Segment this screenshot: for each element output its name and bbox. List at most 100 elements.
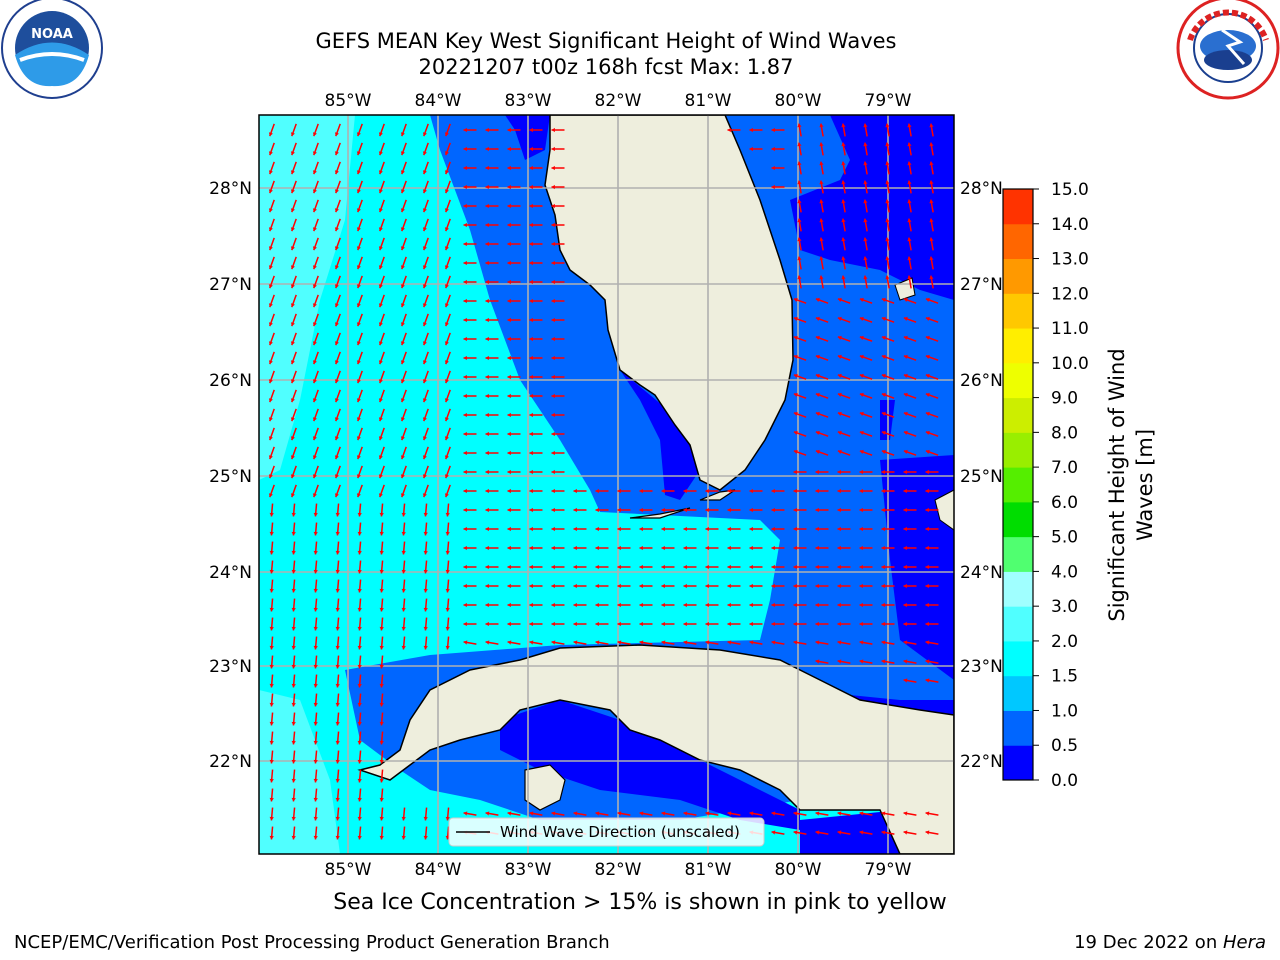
wind-arrow — [749, 526, 763, 532]
wind-arrow — [815, 449, 829, 456]
wind-arrow — [312, 199, 319, 213]
wind-arrow — [312, 123, 319, 137]
wind-arrow — [529, 374, 543, 380]
wind-arrow — [595, 811, 609, 816]
wind-arrow — [815, 545, 829, 551]
wind-arrow — [356, 123, 363, 137]
wind-arrow — [863, 256, 868, 270]
wind-arrow — [357, 655, 362, 669]
lat-tick-left: 28°N — [209, 179, 252, 199]
wind-arrow — [771, 184, 785, 190]
wind-arrow — [881, 430, 895, 437]
wind-arrow — [507, 583, 521, 589]
wind-arrow — [529, 260, 543, 266]
wind-arrow — [925, 411, 939, 418]
wind-arrow — [356, 180, 363, 194]
wind-arrow — [925, 354, 939, 361]
wind-arrow — [903, 602, 917, 608]
wind-arrow — [379, 617, 384, 631]
lon-tick-top: 81°W — [685, 91, 732, 111]
wind-arrow — [400, 427, 407, 441]
wind-arrow — [423, 560, 428, 574]
wind-arrow — [925, 297, 939, 304]
wind-arrow — [771, 602, 785, 608]
colorbar-tick-label: 7.0 — [1051, 458, 1078, 478]
wind-arrow — [268, 332, 275, 346]
wind-arrow — [903, 373, 917, 380]
wind-arrow — [529, 298, 543, 304]
wind-arrow — [529, 336, 543, 342]
wind-arrow — [463, 203, 477, 209]
wind-arrow — [312, 332, 319, 346]
wind-arrow — [903, 678, 917, 683]
wind-arrow — [929, 237, 934, 251]
wind-arrow — [859, 411, 873, 418]
wind-arrow — [268, 237, 275, 251]
wind-direction-arrows — [268, 123, 939, 840]
wind-arrow — [312, 370, 319, 384]
wind-arrow — [445, 636, 450, 650]
wind-arrow — [841, 275, 846, 289]
colorbar-tick-label: 15.0 — [1051, 180, 1089, 200]
wind-arrow — [379, 655, 384, 669]
wind-arrow — [463, 621, 477, 627]
wind-arrow — [881, 640, 895, 645]
wind-arrow — [925, 678, 939, 683]
wind-arrow — [335, 731, 340, 745]
map-area — [259, 115, 954, 854]
wind-arrow — [334, 313, 341, 327]
wind-arrow — [551, 431, 565, 437]
wind-arrow — [291, 522, 296, 536]
wind-arrow — [312, 161, 319, 175]
wind-arrow — [903, 449, 917, 456]
wind-arrow — [313, 636, 318, 650]
wind-arrow — [903, 659, 917, 664]
wind-arrow — [290, 142, 297, 156]
wind-arrow — [313, 807, 318, 821]
wind-arrow — [551, 298, 565, 304]
wind-arrow — [815, 469, 829, 475]
wind-arrow — [793, 449, 807, 456]
wind-arrow — [529, 583, 543, 589]
colorbar-tick-label: 3.0 — [1051, 597, 1078, 617]
wind-arrow — [837, 335, 851, 342]
wind-arrow — [797, 218, 802, 232]
wind-arrow — [356, 142, 363, 156]
wind-arrow — [400, 294, 407, 308]
wind-arrow — [269, 522, 274, 536]
wind-arrow — [727, 507, 741, 513]
wind-arrow — [334, 351, 341, 365]
wind-arrow — [334, 332, 341, 346]
wind-arrow — [841, 161, 846, 175]
wind-arrow — [378, 142, 385, 156]
wind-arrow — [400, 275, 407, 289]
wind-arrow — [837, 811, 851, 816]
wind-arrow — [291, 617, 296, 631]
wind-arrow — [334, 427, 341, 441]
lat-tick-right: 28°N — [960, 179, 1003, 199]
wind-arrow — [863, 218, 868, 232]
wind-arrow — [551, 393, 565, 399]
wind-arrow — [268, 161, 275, 175]
wind-arrow — [749, 811, 763, 816]
wind-arrow — [400, 465, 407, 479]
wind-arrow — [444, 237, 451, 251]
wind-arrow — [797, 237, 802, 251]
colorbar-segment — [1003, 467, 1033, 503]
lat-tick-left: 22°N — [209, 752, 252, 772]
wind-arrow — [925, 316, 939, 323]
wind-arrow — [378, 275, 385, 289]
wind-arrow — [859, 659, 873, 664]
wind-arrow — [661, 564, 675, 570]
wind-arrow — [269, 503, 274, 517]
wind-arrow — [841, 123, 846, 137]
wind-arrow — [445, 503, 450, 517]
wind-arrow — [551, 602, 565, 608]
wind-arrow — [291, 769, 296, 783]
wind-arrow — [815, 488, 829, 494]
wind-arrow — [268, 370, 275, 384]
map-subtitle: 20221207 t00z 168h fcst Max: 1.87 — [418, 55, 794, 79]
wind-arrow — [551, 374, 565, 380]
wind-arrow — [507, 488, 521, 494]
wind-arrow — [334, 123, 341, 137]
